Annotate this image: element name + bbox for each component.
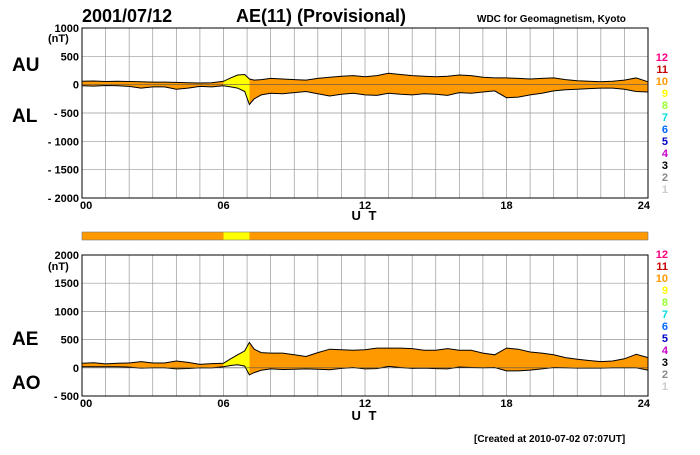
bottom-envelope-fill-partial: [223, 342, 250, 375]
x-tick-label: 18: [500, 200, 512, 212]
legend-count-6: 6: [662, 124, 668, 136]
legend-count-8: 8: [662, 100, 668, 112]
bottom-x-axis-label: U T: [352, 408, 379, 423]
al-label: AL: [12, 106, 38, 127]
x-tick-label: 06: [217, 398, 229, 410]
legend-count-2: 2: [662, 369, 668, 381]
y-tick-label: 1000: [55, 23, 79, 35]
station-count-bar: [81, 231, 649, 241]
legend-count-5: 5: [662, 136, 668, 148]
legend-count-7: 7: [662, 112, 668, 124]
legend-count-10: 10: [656, 76, 668, 88]
y-tick-label: 500: [61, 51, 79, 63]
au-label: AU: [12, 55, 39, 76]
y-tick-label: - 500: [54, 108, 79, 120]
created-label: [Created at 2010-07-02 07:07UT]: [474, 434, 625, 445]
y-tick-label: 0: [73, 363, 79, 375]
top-unit-label: (nT): [48, 33, 69, 45]
legend-count-11: 11: [656, 261, 668, 273]
top-envelope-fill-partial: [223, 74, 250, 105]
y-tick-label: - 1500: [48, 165, 79, 177]
x-tick-label: 00: [80, 200, 92, 212]
top-envelope-fill: [82, 73, 648, 105]
x-tick-label: 06: [217, 200, 229, 212]
legend-count-4: 4: [662, 345, 669, 357]
legend-count-1: 1: [662, 184, 668, 196]
legend-count-4: 4: [662, 148, 669, 160]
bottom-unit-label: (nT): [48, 261, 69, 273]
station-bar-full: [82, 232, 648, 240]
legend-count-3: 3: [662, 160, 668, 172]
date-label: 2001/07/12: [82, 6, 172, 26]
bottom-frame: [81, 254, 649, 397]
y-tick-label: - 500: [54, 391, 79, 403]
legend-count-12: 12: [656, 52, 668, 64]
station-bar-frame: [81, 231, 649, 241]
ao-label: AO: [12, 373, 41, 394]
y-tick-label: - 1000: [48, 136, 79, 148]
legend-count-1: 1: [662, 381, 668, 393]
x-tick-label: 12: [359, 398, 371, 410]
source-label: WDC for Geomagnetism, Kyoto: [477, 14, 626, 25]
y-tick-label: - 2000: [48, 193, 79, 205]
legend-count-6: 6: [662, 321, 668, 333]
legend-count-2: 2: [662, 172, 668, 184]
x-tick-label: 12: [359, 200, 371, 212]
top-x-axis-label: U T: [352, 208, 379, 223]
legend-count-5: 5: [662, 333, 668, 345]
legend-count-9: 9: [662, 88, 668, 100]
y-tick-label: 0: [73, 80, 79, 92]
station-bar-partial: [223, 232, 250, 240]
legend-count-12: 12: [656, 249, 668, 261]
series-line-au: [81, 72, 649, 84]
x-tick-label: 24: [638, 200, 651, 212]
bottom-envelope-fill: [82, 342, 648, 375]
ae-label: AE: [12, 329, 38, 350]
series-line-al: [81, 84, 649, 106]
legend-count-11: 11: [656, 64, 668, 76]
y-tick-label: 1500: [55, 278, 79, 290]
series-line-ae: [81, 341, 649, 365]
y-tick-label: 500: [61, 335, 79, 347]
legend-count-7: 7: [662, 309, 668, 321]
legend-count-3: 3: [662, 357, 668, 369]
x-tick-label: 00: [80, 398, 92, 410]
plot-title: AE(11) (Provisional): [236, 6, 406, 26]
x-tick-label: 18: [500, 398, 512, 410]
top-frame: [81, 27, 649, 199]
x-tick-label: 24: [638, 398, 651, 410]
header-group: 2001/07/12 AE(11) (Provisional) WDC for …: [12, 6, 626, 445]
y-tick-label: 2000: [55, 250, 79, 262]
legend-count-10: 10: [656, 273, 668, 285]
y-tick-label: 1000: [55, 306, 79, 318]
legend-count-9: 9: [662, 285, 668, 297]
legend-count-8: 8: [662, 297, 668, 309]
